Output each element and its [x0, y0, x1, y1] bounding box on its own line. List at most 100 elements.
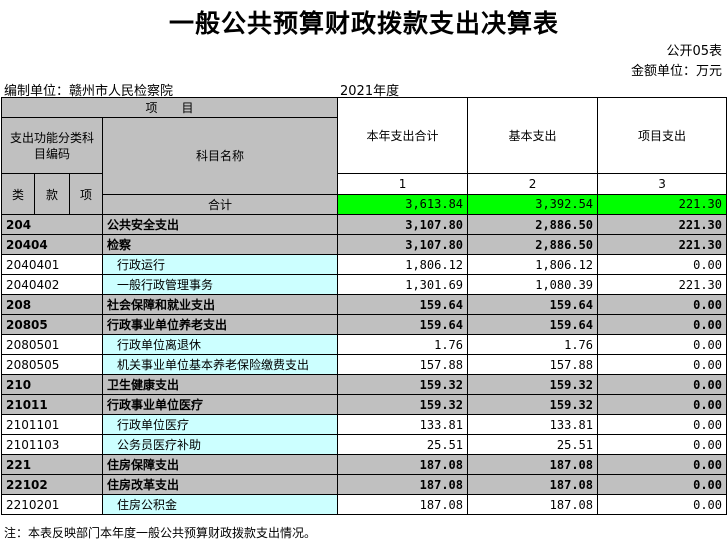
- organization-label: 编制单位：: [4, 84, 70, 99]
- row-basic: 2,886.50: [467, 214, 599, 235]
- row-total: 1,806.12: [337, 254, 469, 275]
- row-project: 0.00: [597, 454, 728, 475]
- row-name: 行政事业单位养老支出: [101, 314, 339, 335]
- table-row: 2080505 机关事业单位基本养老保险缴费支出 157.88 157.88 0.00: [1, 354, 728, 375]
- row-code: 22102: [1, 474, 103, 495]
- table-row: 210 卫生健康支出 159.32 159.32 0.00: [1, 374, 728, 395]
- row-code: 20805: [1, 314, 103, 335]
- row-basic: 1.76: [467, 334, 599, 355]
- row-basic: 187.08: [467, 474, 599, 495]
- row-code: 2101101: [1, 414, 103, 435]
- row-code: 204: [1, 214, 103, 235]
- row-basic: 133.81: [467, 414, 599, 435]
- name-header: 科目名称: [101, 117, 339, 195]
- fiscal-year: 2021年度: [340, 84, 400, 99]
- row-name: 检察: [101, 234, 339, 255]
- row-project: 221.30: [597, 214, 728, 235]
- row-code: 2080505: [1, 354, 103, 375]
- expenditure-table: 项 目 本年支出合计 基本支出 项目支出 支出功能分类科目编码 科目名称 类 款…: [0, 97, 728, 515]
- row-project: 0.00: [597, 354, 728, 375]
- row-total: 187.08: [337, 474, 469, 495]
- row-project: 0.00: [597, 434, 728, 455]
- seq-3: 3: [597, 173, 728, 195]
- item-header: 项 目: [0, 97, 339, 118]
- row-name: 住房改革支出: [101, 474, 339, 495]
- row-name: 机关事业单位基本养老保险缴费支出: [101, 354, 339, 375]
- row-basic: 159.32: [467, 374, 599, 395]
- form-number: 公开05表: [666, 44, 722, 59]
- table-row: 2101103 公务员医疗补助 25.51 25.51 0.00: [1, 434, 728, 455]
- row-name: 一般行政管理事务: [101, 274, 339, 295]
- table-row: 2101101 行政单位医疗 133.81 133.81 0.00: [1, 414, 728, 435]
- amount-unit-value: 万元: [695, 64, 722, 79]
- row-name: 行政运行: [101, 254, 339, 275]
- lei-header: 类: [1, 173, 35, 215]
- table-row: 221 住房保障支出 187.08 187.08 0.00: [1, 454, 728, 475]
- row-code: 208: [1, 294, 103, 315]
- amount-unit-label: 金额单位：: [630, 64, 696, 79]
- row-total: 159.32: [337, 394, 469, 415]
- row-basic: 1,806.12: [467, 254, 599, 275]
- row-total: 1.76: [337, 334, 469, 355]
- table-row: 2080501 行政单位离退休 1.76 1.76 0.00: [1, 334, 728, 355]
- row-total: 157.88: [337, 354, 469, 375]
- row-total: 159.64: [337, 294, 469, 315]
- code-header: 支出功能分类科目编码: [1, 117, 103, 174]
- row-project: 221.30: [597, 274, 728, 295]
- table-row: 2040401 行政运行 1,806.12 1,806.12 0.00: [1, 254, 728, 275]
- row-project: 0.00: [597, 474, 728, 495]
- row-name: 行政单位医疗: [101, 414, 339, 435]
- row-basic: 159.64: [467, 314, 599, 335]
- table-row: 204 公共安全支出 3,107.80 2,886.50 221.30: [1, 214, 728, 235]
- row-total: 133.81: [337, 414, 469, 435]
- row-code: 2101103: [1, 434, 103, 455]
- table-row: 22102 住房改革支出 187.08 187.08 0.00: [1, 474, 728, 495]
- xiang-header: 项: [69, 173, 103, 215]
- row-basic: 2,886.50: [467, 234, 599, 255]
- row-project: 0.00: [597, 374, 728, 395]
- row-code: 2040402: [1, 274, 103, 295]
- row-project: 0.00: [597, 394, 728, 415]
- sum-label: 合计: [101, 193, 339, 215]
- table-row: 2040402 一般行政管理事务 1,301.69 1,080.39 221.30: [1, 274, 728, 295]
- row-code: 2080501: [1, 334, 103, 355]
- table-row: 20404 检察 3,107.80 2,886.50 221.30: [1, 234, 728, 255]
- row-project: 221.30: [597, 234, 728, 255]
- row-basic: 187.08: [467, 454, 599, 475]
- row-project: 0.00: [597, 334, 728, 355]
- row-total: 25.51: [337, 434, 469, 455]
- organization: 编制单位：赣州市人民检察院: [4, 80, 173, 99]
- table-row: 208 社会保障和就业支出 159.64 159.64 0.00: [1, 294, 728, 315]
- row-code: 221: [1, 454, 103, 475]
- table-row: 20805 行政事业单位养老支出 159.64 159.64 0.00: [1, 314, 728, 335]
- row-code: 20404: [1, 234, 103, 255]
- row-basic: 25.51: [467, 434, 599, 455]
- col-total-header: 本年支出合计: [337, 97, 469, 174]
- table-row: 2210201 住房公积金 187.08 187.08 0.00: [1, 494, 728, 515]
- row-name: 行政单位离退休: [101, 334, 339, 355]
- row-name: 公务员医疗补助: [101, 434, 339, 455]
- row-name: 公共安全支出: [101, 214, 339, 235]
- col-basic-header: 基本支出: [467, 97, 599, 174]
- row-total: 1,301.69: [337, 274, 469, 295]
- col-project-header: 项目支出: [597, 97, 728, 174]
- sum-basic: 3,392.54: [467, 193, 599, 215]
- organization-name: 赣州市人民检察院: [69, 84, 174, 99]
- kuan-header: 款: [34, 173, 70, 215]
- row-name: 住房公积金: [101, 494, 339, 515]
- row-basic: 1,080.39: [467, 274, 599, 295]
- row-project: 0.00: [597, 414, 728, 435]
- row-name: 行政事业单位医疗: [101, 394, 339, 415]
- row-total: 159.32: [337, 374, 469, 395]
- amount-unit: 金额单位：万元: [631, 60, 722, 79]
- seq-1: 1: [337, 173, 469, 195]
- row-total: 159.64: [337, 314, 469, 335]
- sum-total: 3,613.84: [337, 193, 469, 215]
- row-project: 0.00: [597, 294, 728, 315]
- row-project: 0.00: [597, 254, 728, 275]
- row-code: 210: [1, 374, 103, 395]
- row-code: 2040401: [1, 254, 103, 275]
- page-title: 一般公共预算财政拨款支出决算表: [168, 9, 559, 38]
- footnote: 注：本表反映部门本年度一般公共预算财政拨款支出情况。: [4, 526, 317, 540]
- row-code: 21011: [1, 394, 103, 415]
